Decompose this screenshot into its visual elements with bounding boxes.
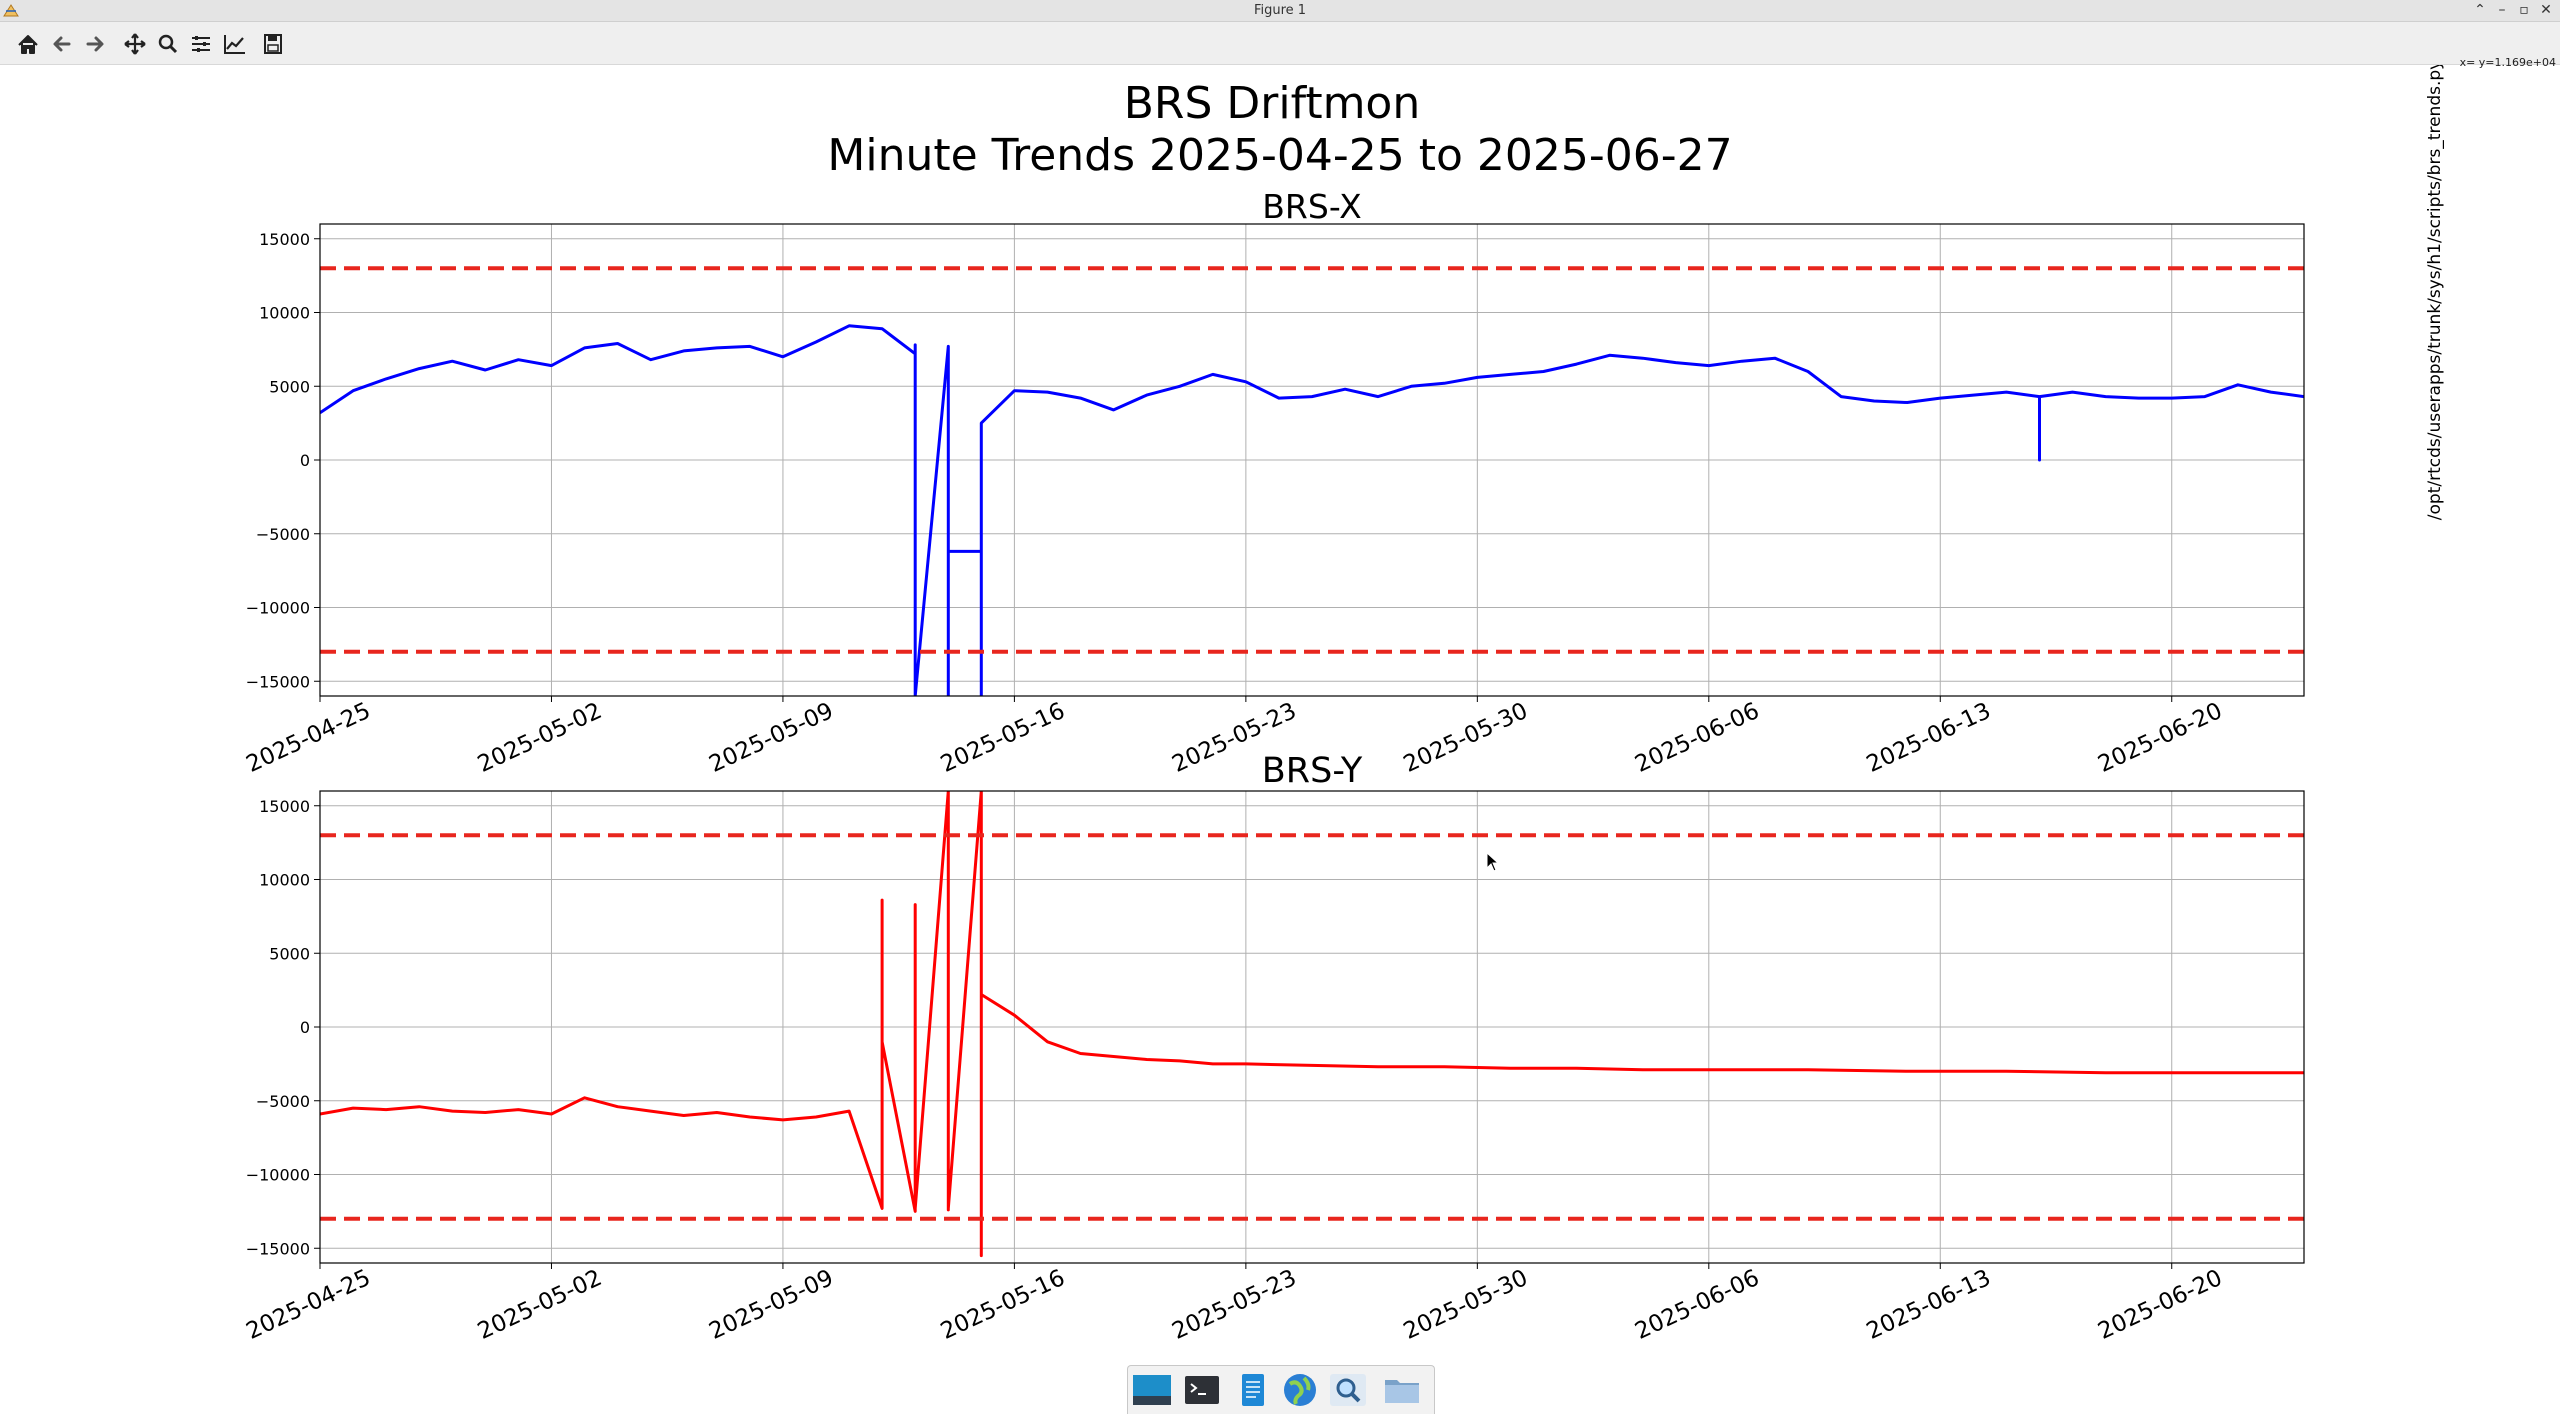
subplot-title: BRS-Y	[1262, 751, 1363, 791]
y-tick-label: −10000	[246, 599, 310, 618]
window-maximize-button[interactable]: ▫	[2519, 2, 2529, 18]
grid-lines	[319, 791, 2304, 1263]
x-tick-label: 2025-05-09	[705, 698, 837, 778]
taskbar	[1127, 1365, 1435, 1414]
y-tick-label: 15000	[259, 797, 310, 816]
subplots-config-icon[interactable]	[186, 30, 216, 58]
grid-lines	[319, 224, 2304, 696]
x-tick-label: 2025-05-16	[937, 698, 1069, 778]
save-icon[interactable]	[258, 30, 288, 58]
terminal-icon[interactable]	[1180, 1370, 1224, 1410]
y-tick-label: 5000	[269, 944, 310, 963]
zoom-icon[interactable]	[153, 30, 183, 58]
axes-edit-icon[interactable]	[220, 30, 250, 58]
y-tick-label: 15000	[259, 230, 310, 249]
home-icon[interactable]	[13, 30, 43, 58]
subplot-title: BRS-X	[1262, 187, 1361, 226]
y-tick-label: −5000	[256, 1092, 310, 1111]
y-tick-label: −10000	[246, 1166, 310, 1185]
navigation-toolbar: x= y=1.169e+04	[0, 22, 2560, 69]
pan-icon[interactable]	[120, 30, 150, 58]
x-tick-label: 2025-06-13	[1863, 1265, 1995, 1345]
window-shade-button[interactable]: ⌃	[2474, 2, 2486, 18]
y-tick-label: −5000	[256, 525, 310, 544]
x-tick-label: 2025-06-06	[1631, 698, 1763, 778]
y-tick-label: 10000	[259, 304, 310, 323]
x-tick-label: 2025-04-25	[242, 698, 374, 778]
text-editor-icon[interactable]	[1230, 1370, 1274, 1410]
app-icon	[2, 2, 20, 18]
y-tick-label: 0	[300, 1018, 310, 1037]
figure-svg: BRS Driftmon Minute Trends 2025-04-25 to…	[242, 60, 2445, 1345]
figure-canvas[interactable]: BRS Driftmon Minute Trends 2025-04-25 to…	[0, 60, 2560, 1365]
x-tick-label: 2025-04-25	[242, 1265, 374, 1345]
coordinate-readout: x= y=1.169e+04	[2459, 56, 2556, 69]
series-line-brs-y	[320, 791, 2304, 1258]
x-tick-label: 2025-06-06	[1631, 1265, 1763, 1345]
series-line-brs-x	[320, 324, 2304, 696]
script-path-label: /opt/rtcds/userapps/trunk/sys/h1/scripts…	[2425, 65, 2445, 520]
window-minimize-button[interactable]: –	[2498, 2, 2506, 18]
figure-title-line2: Minute Trends 2025-04-25 to 2025-06-27	[827, 130, 1732, 181]
x-tick-label: 2025-05-23	[1168, 1265, 1300, 1345]
window-titlebar: Figure 1 ⌃ – ▫ ✕	[0, 0, 2560, 22]
x-tick-label: 2025-06-20	[2094, 1265, 2226, 1345]
window-close-button[interactable]: ✕	[2540, 2, 2552, 18]
window-title: Figure 1	[1253, 3, 1307, 18]
x-tick-label: 2025-05-30	[1400, 698, 1532, 778]
x-tick-label: 2025-06-13	[1863, 698, 1995, 778]
figure-title-line1: BRS Driftmon	[1124, 78, 1421, 129]
web-browser-icon[interactable]	[1278, 1370, 1322, 1410]
y-tick-label: −15000	[246, 672, 310, 691]
show-desktop-icon[interactable]	[1130, 1370, 1174, 1410]
forward-arrow-icon[interactable]	[80, 30, 110, 58]
search-icon[interactable]	[1326, 1370, 1370, 1410]
x-tick-label: 2025-05-02	[474, 1265, 606, 1345]
x-tick-label: 2025-05-09	[705, 1265, 837, 1345]
charts-layer: BRS-X −15000 −10000 −5000 0 5000 10000 15000 202…	[242, 187, 2305, 1345]
chart-brs-x: BRS-X −15000 −10000 −5000 0 5000 10000 15000 202…	[242, 187, 2305, 778]
x-tick-label: 2025-05-16	[937, 1265, 1069, 1345]
y-tick-label: 10000	[259, 871, 310, 890]
back-arrow-icon[interactable]	[47, 30, 77, 58]
x-tick-label: 2025-05-30	[1400, 1265, 1532, 1345]
y-tick-label: −15000	[246, 1239, 310, 1258]
x-tick-label: 2025-06-20	[2094, 698, 2226, 778]
y-tick-label: 0	[300, 451, 310, 470]
mouse-cursor	[1486, 851, 1500, 872]
file-manager-icon[interactable]	[1380, 1370, 1424, 1410]
y-tick-label: 5000	[269, 377, 310, 396]
x-tick-label: 2025-05-02	[474, 698, 606, 778]
chart-brs-y: BRS-Y −15000 −10000 −5000 0 5000 10000 15000 202…	[242, 751, 2305, 1345]
